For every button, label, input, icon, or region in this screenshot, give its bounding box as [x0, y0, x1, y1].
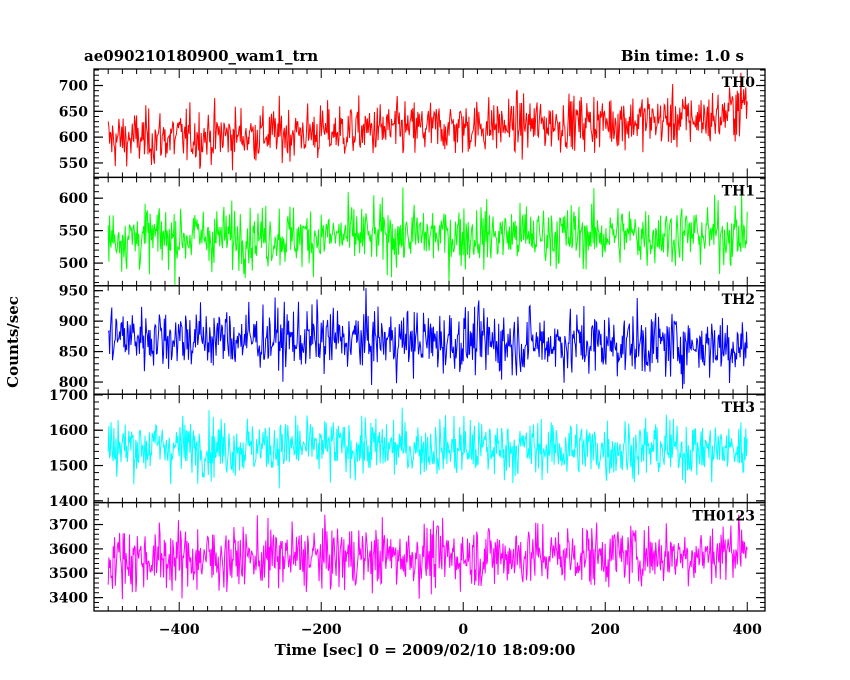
y-tick-label: 550: [59, 156, 88, 172]
panel-th0: 550 600 650 700 TH0: [59, 68, 766, 179]
y-tick-label: 550: [59, 224, 88, 240]
series-line-th2: [107, 288, 748, 389]
x-tick-label: 400: [733, 622, 762, 638]
x-tick-label: 200: [591, 622, 620, 638]
y-tick-label: 1600: [49, 423, 88, 439]
panel-th0123: 3400 3500 3600 3700 TH0123: [49, 501, 766, 612]
series-line-th0: [107, 72, 748, 171]
x-axis: −400 −200 0 200 400: [159, 622, 762, 638]
panel-frame: [93, 501, 766, 612]
series-name-label: TH0123: [692, 509, 755, 525]
y-tick-label: 500: [59, 256, 88, 272]
y-tick-label: 600: [59, 130, 88, 146]
panel-th1: 500 550 600 TH1: [59, 176, 766, 287]
y-tick-label: 700: [59, 79, 88, 95]
y-tick-label: 850: [59, 345, 88, 361]
bin-time-label: Bin time: 1.0 s: [621, 47, 744, 65]
x-axis-label: Time [sec] 0 = 2009/02/10 18:09:00: [275, 641, 576, 659]
series-name-label: TH0: [722, 75, 756, 91]
y-tick-label: 900: [59, 314, 88, 330]
series-line-th3: [107, 407, 748, 489]
y-axis-label: Counts/sec: [4, 296, 22, 388]
series-name-label: TH3: [722, 400, 755, 416]
y-tick-label: 3700: [49, 518, 88, 534]
y-tick-label: 1700: [49, 388, 88, 404]
x-tick-label: −200: [301, 622, 342, 638]
y-tick-label: 800: [59, 375, 88, 391]
y-tick-label: 3600: [49, 542, 88, 558]
panel-th3: 1400 1500 1600 1700 TH3: [49, 388, 766, 510]
series-line-th0123: [107, 514, 748, 600]
x-tick-label: 0: [458, 622, 468, 638]
x-tick-label: −400: [159, 622, 200, 638]
y-tick-label: 600: [59, 191, 88, 207]
panels-group: 550 600 650 700 TH0 500 550 600 TH1 800 850 900 950 T…: [49, 68, 766, 612]
panel-th2: 800 850 900 950 TH2: [59, 284, 766, 395]
y-tick-label: 1400: [49, 494, 88, 510]
chart-title: ae090210180900_wam1_trn: [84, 47, 318, 65]
y-tick-label: 3500: [49, 566, 88, 582]
y-tick-label: 650: [59, 104, 88, 120]
y-tick-label: 1500: [49, 459, 88, 475]
series-line-th1: [107, 187, 748, 286]
y-tick-label: 3400: [49, 591, 88, 607]
y-tick-label: 950: [59, 284, 88, 300]
series-name-label: TH1: [722, 183, 755, 199]
series-name-label: TH2: [722, 292, 755, 308]
